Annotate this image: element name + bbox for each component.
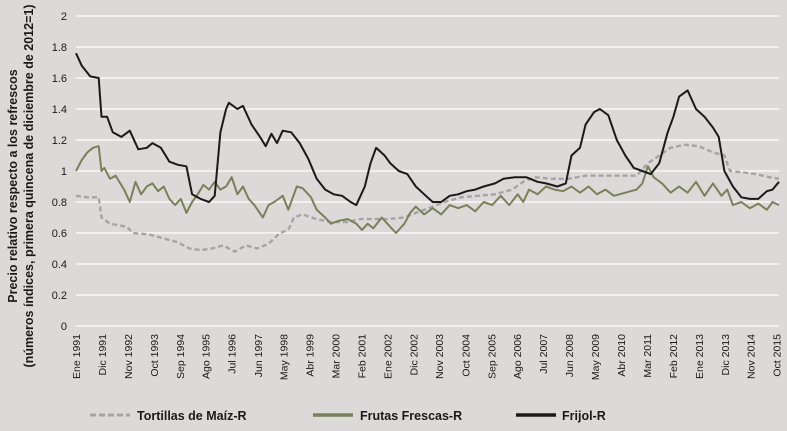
gridlines <box>76 15 779 327</box>
y-tick-label: 1.2 <box>52 135 67 147</box>
x-tick-label: May 1998 <box>279 334 291 380</box>
legend-label: Tortillas de Maíz-R <box>137 409 247 423</box>
x-tick-label: Oct 1993 <box>149 334 161 377</box>
x-axis-ticks: Ene 1991 Dic 1991 Nov 1992 Oct 1993 Sep 1994… <box>71 334 784 380</box>
x-tick-label: Jul 2007 <box>538 334 550 374</box>
y-axis-ticks: 0 0.2 0.4 0.6 0.8 1 1.2 1.4 1.6 1.8 2 <box>52 11 67 333</box>
x-tick-label: May 2009 <box>590 334 602 380</box>
y-tick-label: 0.4 <box>52 259 67 271</box>
x-tick-label: Dic 1991 <box>97 334 109 376</box>
x-tick-label: Feb 2012 <box>668 334 680 379</box>
x-tick-label: Jun 2008 <box>564 334 576 377</box>
y-tick-label: 1.8 <box>52 42 67 54</box>
x-tick-label: Dic 2013 <box>720 334 732 376</box>
legend: Tortillas de Maíz-R Frutas Frescas-R Frijo… <box>90 409 606 423</box>
y-axis-label-line1: Precio relativo respecto a los refrescos <box>6 69 20 302</box>
x-tick-label: Oct 2004 <box>460 334 472 377</box>
y-tick-label: 1 <box>61 166 67 178</box>
x-tick-label: Abr 2010 <box>616 334 628 377</box>
x-tick-label: Nov 2003 <box>434 334 446 379</box>
legend-label: Frijol-R <box>562 409 606 423</box>
series-lines <box>75 52 780 253</box>
series-line <box>75 145 780 234</box>
x-tick-label: Ene 2013 <box>694 334 706 379</box>
x-tick-label: Feb 2001 <box>356 334 368 379</box>
x-tick-label: Ago 1995 <box>201 334 213 379</box>
x-tick-label: Oct 2015 <box>772 334 784 377</box>
x-tick-label: Ene 1991 <box>71 334 83 379</box>
series-line <box>75 143 780 253</box>
x-tick-label: Dic 2002 <box>408 334 420 376</box>
x-tick-label: Ago 2006 <box>512 334 524 379</box>
x-tick-label: Jul 1996 <box>227 334 239 374</box>
y-tick-label: 1.4 <box>52 104 67 116</box>
y-axis-label-line2: (números índices, primera quincena de di… <box>22 5 36 368</box>
x-tick-label: Nov 1992 <box>123 334 135 379</box>
x-tick-label: Mar 2011 <box>642 334 654 378</box>
x-tick-label: Sep 2005 <box>486 334 498 379</box>
series-line <box>75 52 780 207</box>
legend-label: Frutas Frescas-R <box>360 409 462 423</box>
x-tick-label: Ene 2002 <box>382 334 394 379</box>
x-tick-label: Sep 1994 <box>175 334 187 379</box>
y-tick-label: 0.8 <box>52 197 67 209</box>
x-tick-label: Jun 1997 <box>253 334 265 377</box>
y-tick-label: 0 <box>61 321 67 333</box>
y-tick-label: 0.6 <box>52 228 67 240</box>
y-tick-label: 0.2 <box>52 290 67 302</box>
x-tick-label: Abr 1999 <box>305 334 317 377</box>
y-tick-label: 1.6 <box>52 73 67 85</box>
y-tick-label: 2 <box>61 11 67 23</box>
x-tick-label: Nov 2014 <box>746 334 758 379</box>
x-tick-label: Mar 2000 <box>331 334 343 379</box>
